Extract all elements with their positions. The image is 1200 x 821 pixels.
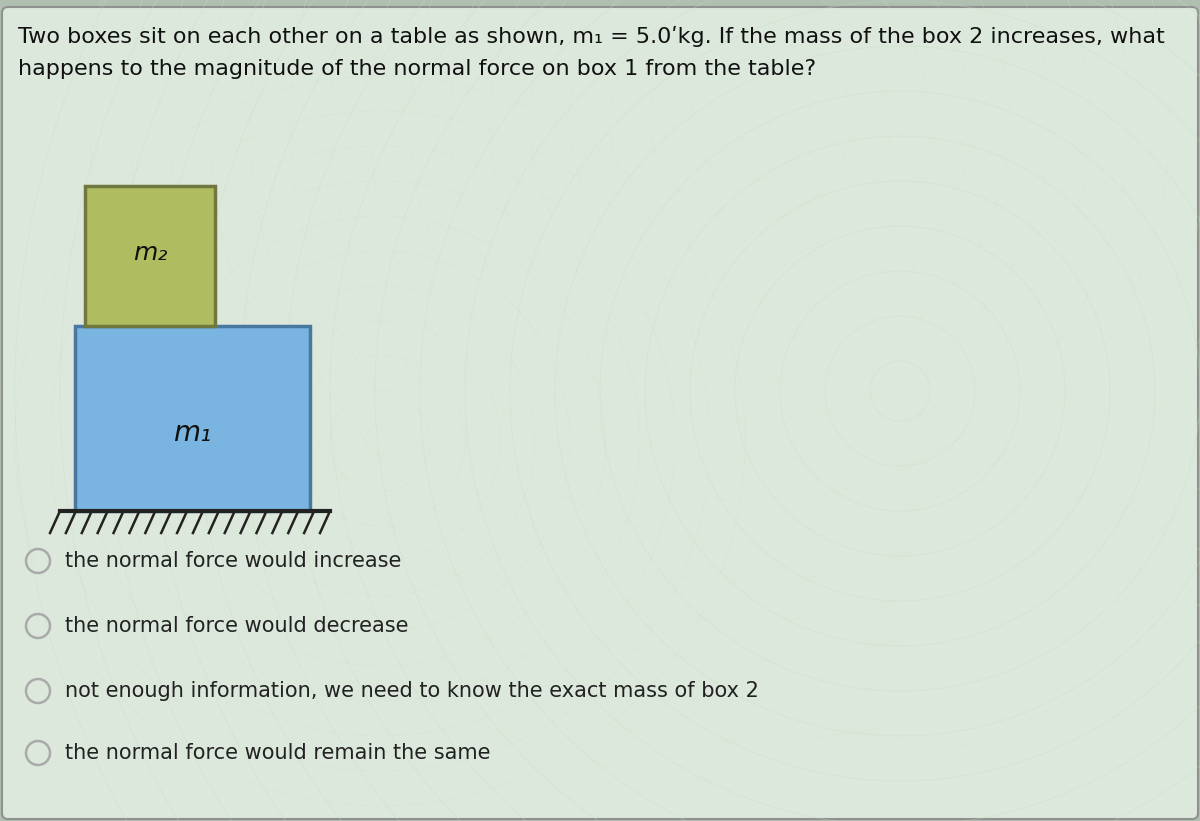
- Text: Two boxes sit on each other on a table as shown, m₁ = 5.0ʹkg. If the mass of the: Two boxes sit on each other on a table a…: [18, 26, 1165, 47]
- Text: m₂: m₂: [133, 241, 167, 265]
- Text: the normal force would decrease: the normal force would decrease: [65, 616, 408, 636]
- Bar: [74, 326, 310, 511]
- Text: m₁: m₁: [174, 420, 211, 447]
- Bar: [85, 186, 215, 326]
- Text: happens to the magnitude of the normal force on box 1 from the table?: happens to the magnitude of the normal f…: [18, 59, 816, 79]
- Text: the normal force would remain the same: the normal force would remain the same: [65, 743, 491, 763]
- Text: the normal force would increase: the normal force would increase: [65, 551, 401, 571]
- Text: not enough information, we need to know the exact mass of box 2: not enough information, we need to know …: [65, 681, 758, 701]
- FancyBboxPatch shape: [2, 7, 1198, 819]
